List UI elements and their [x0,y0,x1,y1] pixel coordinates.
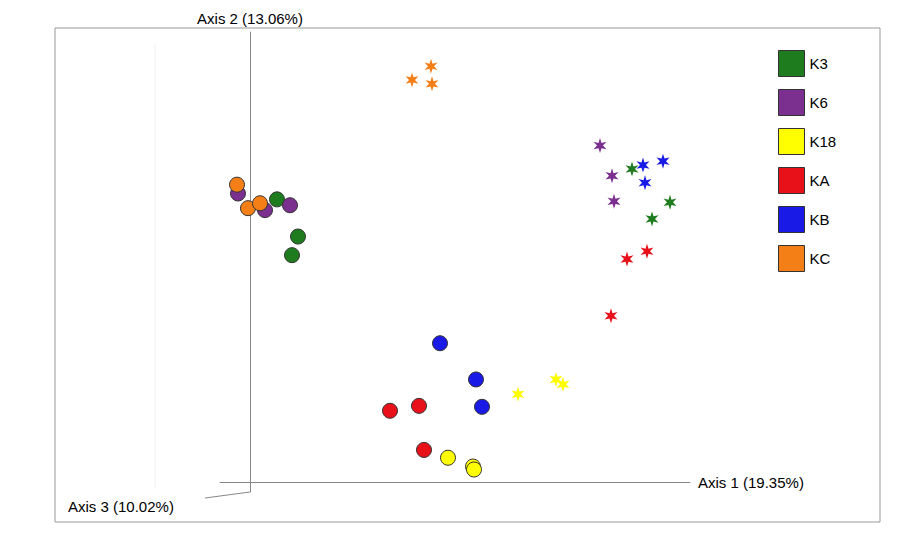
svg-text:K3: K3 [810,55,828,72]
svg-text:Axis 1 (19.35%): Axis 1 (19.35%) [698,474,804,491]
svg-text:KB: KB [810,211,830,228]
svg-text:K6: K6 [810,94,828,111]
svg-text:Axis 2 (13.06%): Axis 2 (13.06%) [197,10,303,27]
svg-text:KC: KC [810,250,831,267]
svg-text:Axis 3 (10.02%): Axis 3 (10.02%) [68,498,174,515]
svg-text:K18: K18 [810,133,837,150]
svg-text:KA: KA [810,172,830,189]
